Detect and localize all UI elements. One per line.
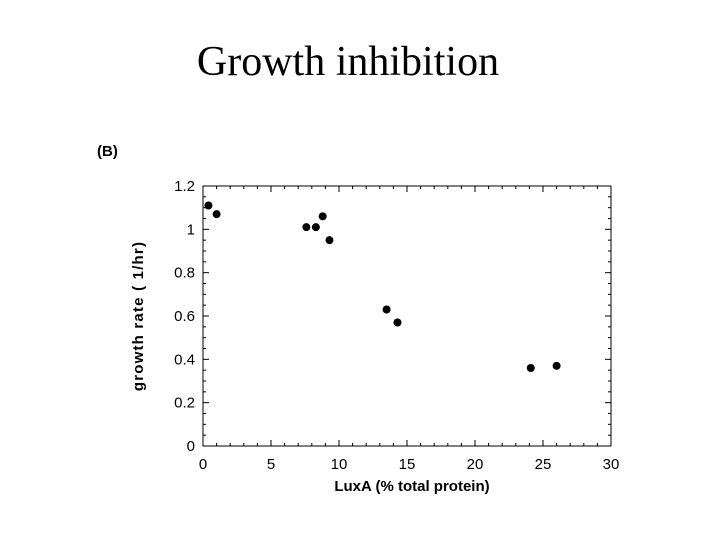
y-tick-label: 0.4 [174, 351, 195, 368]
x-tick-label: 10 [331, 456, 348, 473]
panel-label: (B) [97, 143, 118, 160]
y-tick-label: 0.8 [174, 265, 195, 282]
data-point [318, 212, 327, 221]
y-tick-label: 1 [187, 221, 195, 238]
data-point [204, 201, 213, 210]
x-tick-label: 15 [399, 456, 416, 473]
data-point [302, 223, 311, 232]
data-point [393, 318, 402, 327]
x-tick-label: 30 [603, 456, 620, 473]
y-tick-label: 1.2 [174, 178, 195, 195]
y-tick-label: 0.2 [174, 395, 195, 412]
slide-title: Growth inhibition [196, 39, 500, 85]
y-axis-title: growth rate ( 1/hr) [130, 241, 147, 391]
x-tick-label: 0 [199, 456, 207, 473]
tick-marks [202, 185, 612, 447]
y-tick-label: 0 [187, 438, 195, 455]
x-tick-label: 5 [267, 456, 275, 473]
data-point [212, 210, 221, 219]
data-point [311, 223, 320, 232]
data-point [526, 364, 535, 372]
data-point [382, 305, 391, 314]
x-tick-label: 20 [467, 456, 484, 473]
data-points [204, 201, 561, 372]
x-axis-title: LuxA (% total protein) [334, 478, 489, 495]
tick-labels: 0 5 10 15 20 25 30 0 0.2 0.4 0.6 0.8 1 1.2 [174, 178, 619, 473]
data-point [552, 361, 561, 370]
data-point [325, 236, 334, 245]
y-tick-label: 0.6 [174, 308, 195, 325]
plot-frame [202, 185, 612, 447]
x-tick-label: 25 [535, 456, 552, 473]
